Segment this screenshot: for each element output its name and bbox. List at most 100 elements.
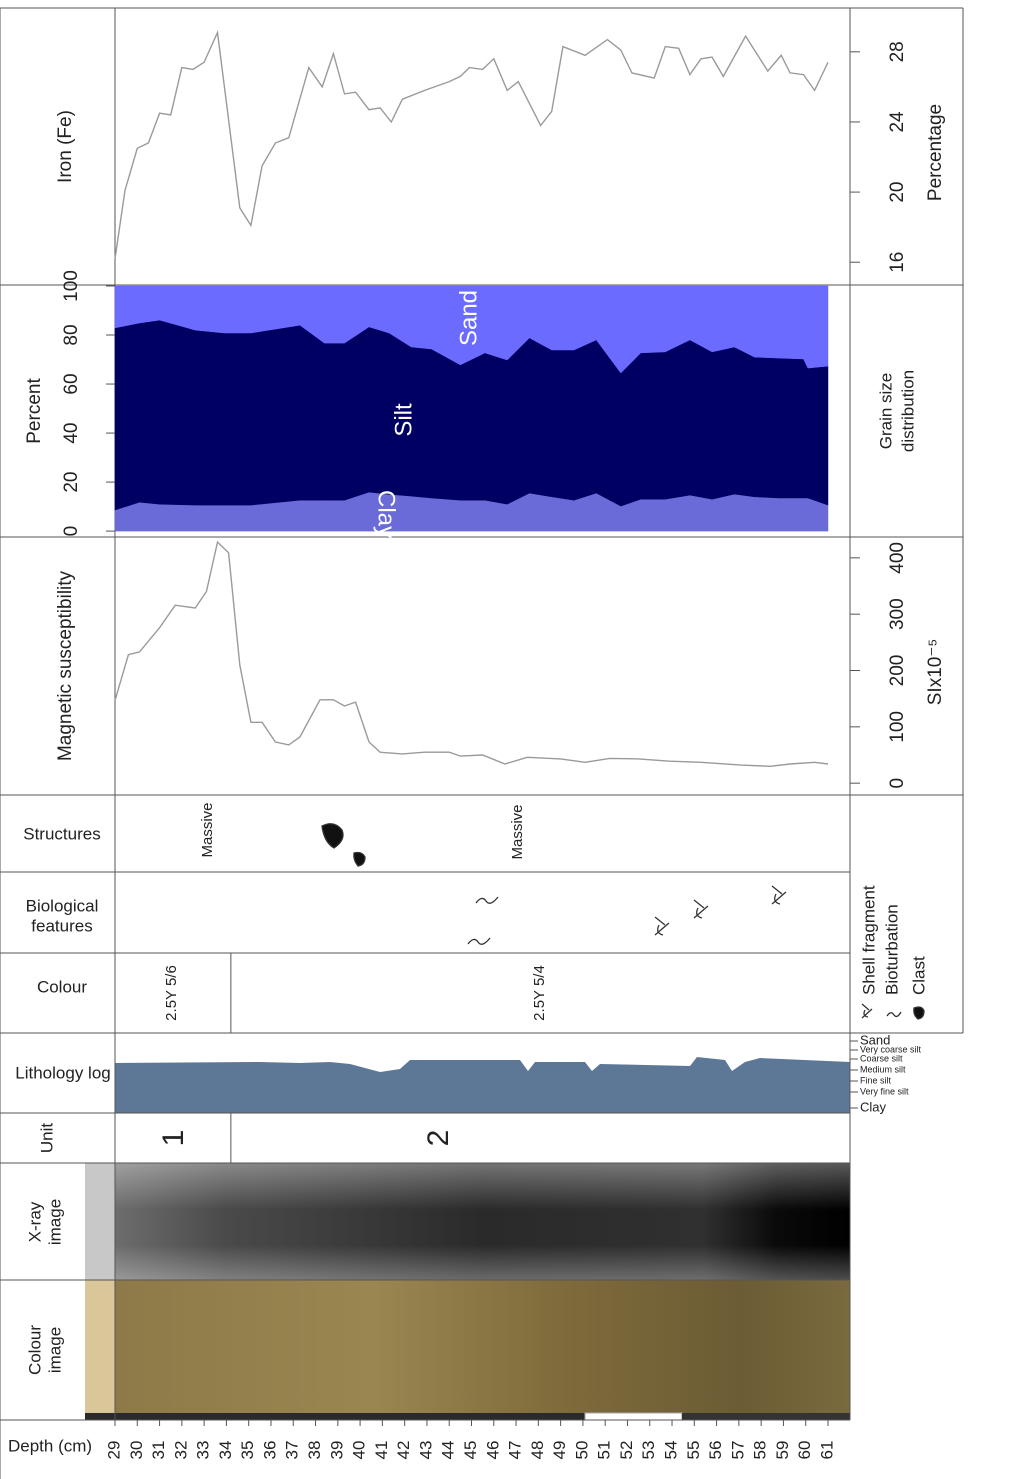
series-label: Sand <box>455 290 482 346</box>
chart-title: distribution <box>898 370 917 452</box>
ruler <box>85 1413 585 1420</box>
y-tick-label: 16 <box>887 252 908 273</box>
series-label: Silt <box>390 403 417 437</box>
depth-tick-label: 58 <box>751 1441 770 1460</box>
lithology-curve <box>115 1057 850 1113</box>
row-label: Biological <box>26 896 99 915</box>
row-label: image <box>45 1327 64 1373</box>
y-tick-label: 28 <box>887 41 908 62</box>
colour-zone: 2.5Y 5/4 <box>531 965 548 1021</box>
bioturbation-icon <box>475 896 499 904</box>
depth-tick-label: 53 <box>639 1441 658 1460</box>
colour-image-edge <box>85 1280 115 1415</box>
depth-tick-label: 42 <box>394 1441 413 1460</box>
y-tick-label: 20 <box>887 182 908 203</box>
depth-label: Depth (cm) <box>8 1436 92 1455</box>
y-tick-label: 400 <box>887 542 908 574</box>
depth-tick-label: 31 <box>149 1441 168 1460</box>
depth-tick-label: 34 <box>216 1441 235 1460</box>
y-axis-label: SIx10⁻⁵ <box>925 639 946 706</box>
depth-tick-label: 45 <box>461 1441 480 1460</box>
shell-icon <box>771 885 787 905</box>
y-tick-label: 24 <box>887 111 908 133</box>
lithology-class: Fine silt <box>860 1075 892 1085</box>
depth-tick-label: 57 <box>728 1441 747 1460</box>
y-tick-label: 80 <box>61 324 82 345</box>
ruler <box>682 1413 850 1420</box>
depth-tick-label: 39 <box>327 1441 346 1460</box>
depth-tick-label: 61 <box>817 1441 836 1460</box>
legend-clast <box>913 1006 925 1020</box>
lithology-class: Very coarse silt <box>860 1044 922 1054</box>
depth-tick-label: 35 <box>238 1441 257 1460</box>
depth-tick-label: 40 <box>350 1441 369 1460</box>
depth-tick-label: 48 <box>528 1441 547 1460</box>
shell-icon <box>693 899 709 919</box>
row-label: X-ray <box>25 1201 44 1242</box>
legend-label: Shell fragment <box>859 885 878 995</box>
depth-tick-label: 50 <box>572 1441 591 1460</box>
row-label: image <box>45 1199 64 1245</box>
depth-tick-label: 46 <box>483 1441 502 1460</box>
depth-tick-label: 56 <box>706 1441 725 1460</box>
colour-image <box>115 1280 850 1413</box>
legend-bioturbation <box>886 1011 902 1018</box>
y-tick-label: 100 <box>61 270 82 302</box>
depth-tick-label: 52 <box>617 1441 636 1460</box>
lithology-class: Coarse silt <box>860 1053 903 1063</box>
colour-zone: 2.5Y 5/6 <box>163 965 180 1021</box>
depth-tick-label: 29 <box>104 1441 123 1460</box>
depth-tick-label: 54 <box>662 1441 681 1460</box>
y-axis-label: Percent <box>24 378 45 444</box>
depth-tick-label: 60 <box>795 1441 814 1460</box>
depth-tick-label: 32 <box>171 1441 190 1460</box>
y-tick-label: 300 <box>887 598 908 630</box>
data-line <box>114 29 829 259</box>
depth-tick-label: 47 <box>506 1441 525 1460</box>
depth-tick-label: 36 <box>260 1441 279 1460</box>
clast-icon <box>321 823 344 849</box>
lithology-class: Clay <box>860 1099 887 1114</box>
shell-icon <box>654 916 670 936</box>
lithology-class: Sand <box>860 1032 890 1047</box>
legend-label: Clast <box>909 956 928 995</box>
legend-label: Bioturbation <box>882 904 901 995</box>
area-sand <box>114 285 829 374</box>
row-label: Colour <box>37 977 87 996</box>
lithology-class: Very fine silt <box>860 1086 909 1096</box>
depth-tick-label: 49 <box>550 1441 569 1460</box>
xray-shade <box>115 1163 850 1280</box>
depth-tick-label: 30 <box>127 1441 146 1460</box>
lithology-class: Medium silt <box>860 1064 906 1074</box>
structure-text: Massive <box>509 804 526 859</box>
row-label: Colour <box>25 1325 44 1375</box>
row-label: features <box>31 916 92 935</box>
depth-tick-label: 38 <box>305 1441 324 1460</box>
y-tick-label: 200 <box>887 655 908 687</box>
clast-icon <box>353 851 366 867</box>
row-label: Structures <box>23 824 100 843</box>
y-tick-label: 20 <box>61 472 82 493</box>
depth-tick-label: 41 <box>372 1441 391 1460</box>
bioturbation-icon <box>467 937 491 945</box>
frame <box>0 7 964 1479</box>
depth-tick-label: 51 <box>595 1441 614 1460</box>
symbols <box>321 823 925 1020</box>
depth-tick-label: 55 <box>684 1441 703 1460</box>
chart-title: Iron (Fe) <box>55 110 76 183</box>
y-tick-label: 0 <box>887 778 908 789</box>
depth-tick-label: 59 <box>773 1441 792 1460</box>
legend-shell <box>861 1003 873 1019</box>
series-label: Clay <box>373 490 400 538</box>
y-tick-label: 100 <box>887 711 908 743</box>
row-label: Unit <box>37 1123 56 1154</box>
row-label: Lithology log <box>15 1063 110 1082</box>
y-tick-label: 0 <box>61 526 82 537</box>
chart-title: Grain size <box>876 373 895 450</box>
y-axis-label: Percentage <box>925 104 946 201</box>
unit-zone: 1 <box>157 1130 190 1147</box>
chart-title: Magnetic susceptibility <box>55 570 76 761</box>
ruler <box>584 1412 683 1421</box>
y-tick-label: 40 <box>61 422 82 443</box>
